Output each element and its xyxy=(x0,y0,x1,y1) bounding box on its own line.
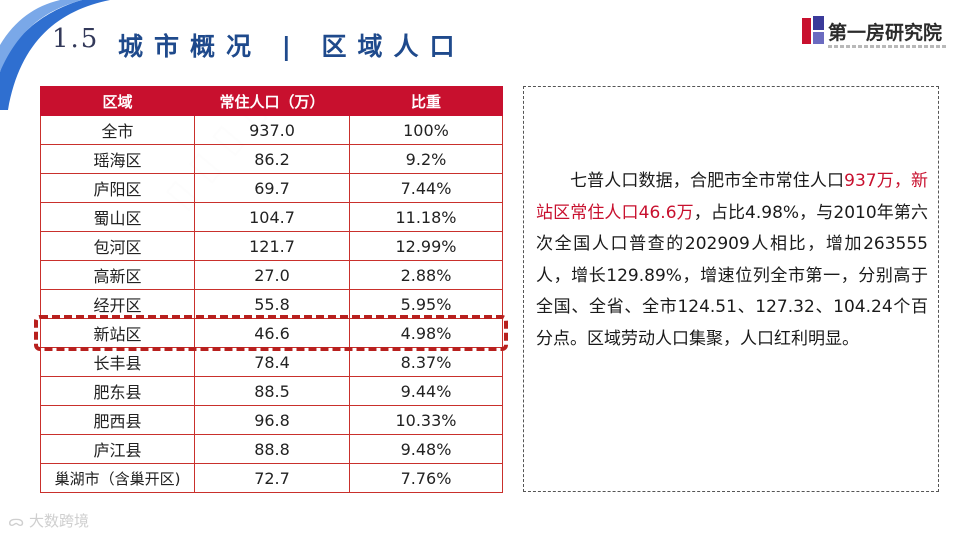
cell-share: 12.99% xyxy=(349,231,503,261)
description-part4: ，占比4.98%，与2010年第六次全国人口普查的202909人相比，增加263… xyxy=(536,202,928,349)
table-row: 庐江县 88.8 9.48% xyxy=(40,434,503,464)
table-row: 长丰县 78.4 8.37% xyxy=(40,347,503,377)
table-row: 肥东县 88.5 9.44% xyxy=(40,376,503,406)
table-row: 瑶海区 86.2 9.2% xyxy=(40,144,503,174)
cell-population: 27.0 xyxy=(194,260,350,290)
cell-share: 7.44% xyxy=(349,173,503,203)
cell-share: 2.88% xyxy=(349,260,503,290)
section-title: 城市概况 | 区域人口 xyxy=(118,32,466,61)
table-row: 包河区 121.7 12.99% xyxy=(40,231,503,261)
cell-population: 88.8 xyxy=(194,434,350,464)
description-box: 七普人口数据，合肥市全市常住人口937万，新站区常住人口46.6万，占比4.98… xyxy=(523,86,939,492)
cell-district: 瑶海区 xyxy=(40,144,195,174)
cell-district: 肥西县 xyxy=(40,405,195,435)
cell-district: 新站区 xyxy=(40,318,195,348)
corner-arc-decoration xyxy=(0,0,110,110)
cell-share: 5.95% xyxy=(349,289,503,319)
cell-population: 88.5 xyxy=(194,376,350,406)
cell-share: 8.37% xyxy=(349,347,503,377)
header-share: 比重 xyxy=(349,86,503,116)
table-header-row: 区域 常住人口（万） 比重 xyxy=(40,86,503,116)
section-number: 1.5 xyxy=(52,24,100,54)
table-row: 庐阳区 69.7 7.44% xyxy=(40,173,503,203)
table-row-highlighted: 新站区 46.6 4.98% xyxy=(40,318,503,348)
cell-share: 11.18% xyxy=(349,202,503,232)
cell-population: 96.8 xyxy=(194,405,350,435)
cell-share: 4.98% xyxy=(349,318,503,348)
logo: 第一房研究院 xyxy=(802,12,952,62)
cell-share: 10.33% xyxy=(349,405,503,435)
highlight-dashed-box xyxy=(34,315,508,351)
cell-share: 9.48% xyxy=(349,434,503,464)
footer-watermark: ᯅ 大数跨境 xyxy=(8,510,89,531)
cell-district: 肥东县 xyxy=(40,376,195,406)
cell-district: 庐江县 xyxy=(40,434,195,464)
cell-population: 86.2 xyxy=(194,144,350,174)
description-xinzhan-population: 新站区常住人口46.6万 xyxy=(536,171,929,223)
header-district: 区域 xyxy=(40,86,195,116)
cell-population: 78.4 xyxy=(194,347,350,377)
cell-population: 69.7 xyxy=(194,173,350,203)
cell-district: 庐阳区 xyxy=(40,173,195,203)
population-table: 区域 常住人口（万） 比重 全市 937.0 100% 瑶海区 86.2 9.2% 庐阳… xyxy=(40,86,503,493)
logo-text: 第一房研究院 xyxy=(828,22,943,44)
cell-district: 巢湖市（含巢开区) xyxy=(40,463,195,493)
footer-watermark-text: 大数跨境 xyxy=(28,512,89,530)
logo-tagline-decoration xyxy=(828,45,948,48)
table-row: 蜀山区 104.7 11.18% xyxy=(40,202,503,232)
description-total-population: 937万， xyxy=(844,171,912,191)
cell-district: 全市 xyxy=(40,115,195,145)
cell-district: 蜀山区 xyxy=(40,202,195,232)
cell-population: 104.7 xyxy=(194,202,350,232)
cell-share: 9.2% xyxy=(349,144,503,174)
cell-share: 100% xyxy=(349,115,503,145)
header-population: 常住人口（万） xyxy=(194,86,350,116)
table-row: 巢湖市（含巢开区) 72.7 7.76% xyxy=(40,463,503,493)
cell-district: 包河区 xyxy=(40,231,195,261)
wechat-icon: ᯅ xyxy=(8,512,25,530)
logo-mark-icon xyxy=(802,16,824,44)
cell-population: 121.7 xyxy=(194,231,350,261)
cell-district: 高新区 xyxy=(40,260,195,290)
table-row: 高新区 27.0 2.88% xyxy=(40,260,503,290)
description-part1: 七普人口数据，合肥市全市常住人口 xyxy=(570,171,845,191)
cell-district: 长丰县 xyxy=(40,347,195,377)
cell-population: 72.7 xyxy=(194,463,350,493)
cell-population: 937.0 xyxy=(194,115,350,145)
table-row: 全市 937.0 100% xyxy=(40,115,503,145)
table-row: 肥西县 96.8 10.33% xyxy=(40,405,503,435)
cell-share: 7.76% xyxy=(349,463,503,493)
cell-population: 46.6 xyxy=(194,318,350,348)
description-text: 七普人口数据，合肥市全市常住人口937万，新站区常住人口46.6万，占比4.98… xyxy=(536,166,928,355)
cell-share: 9.44% xyxy=(349,376,503,406)
